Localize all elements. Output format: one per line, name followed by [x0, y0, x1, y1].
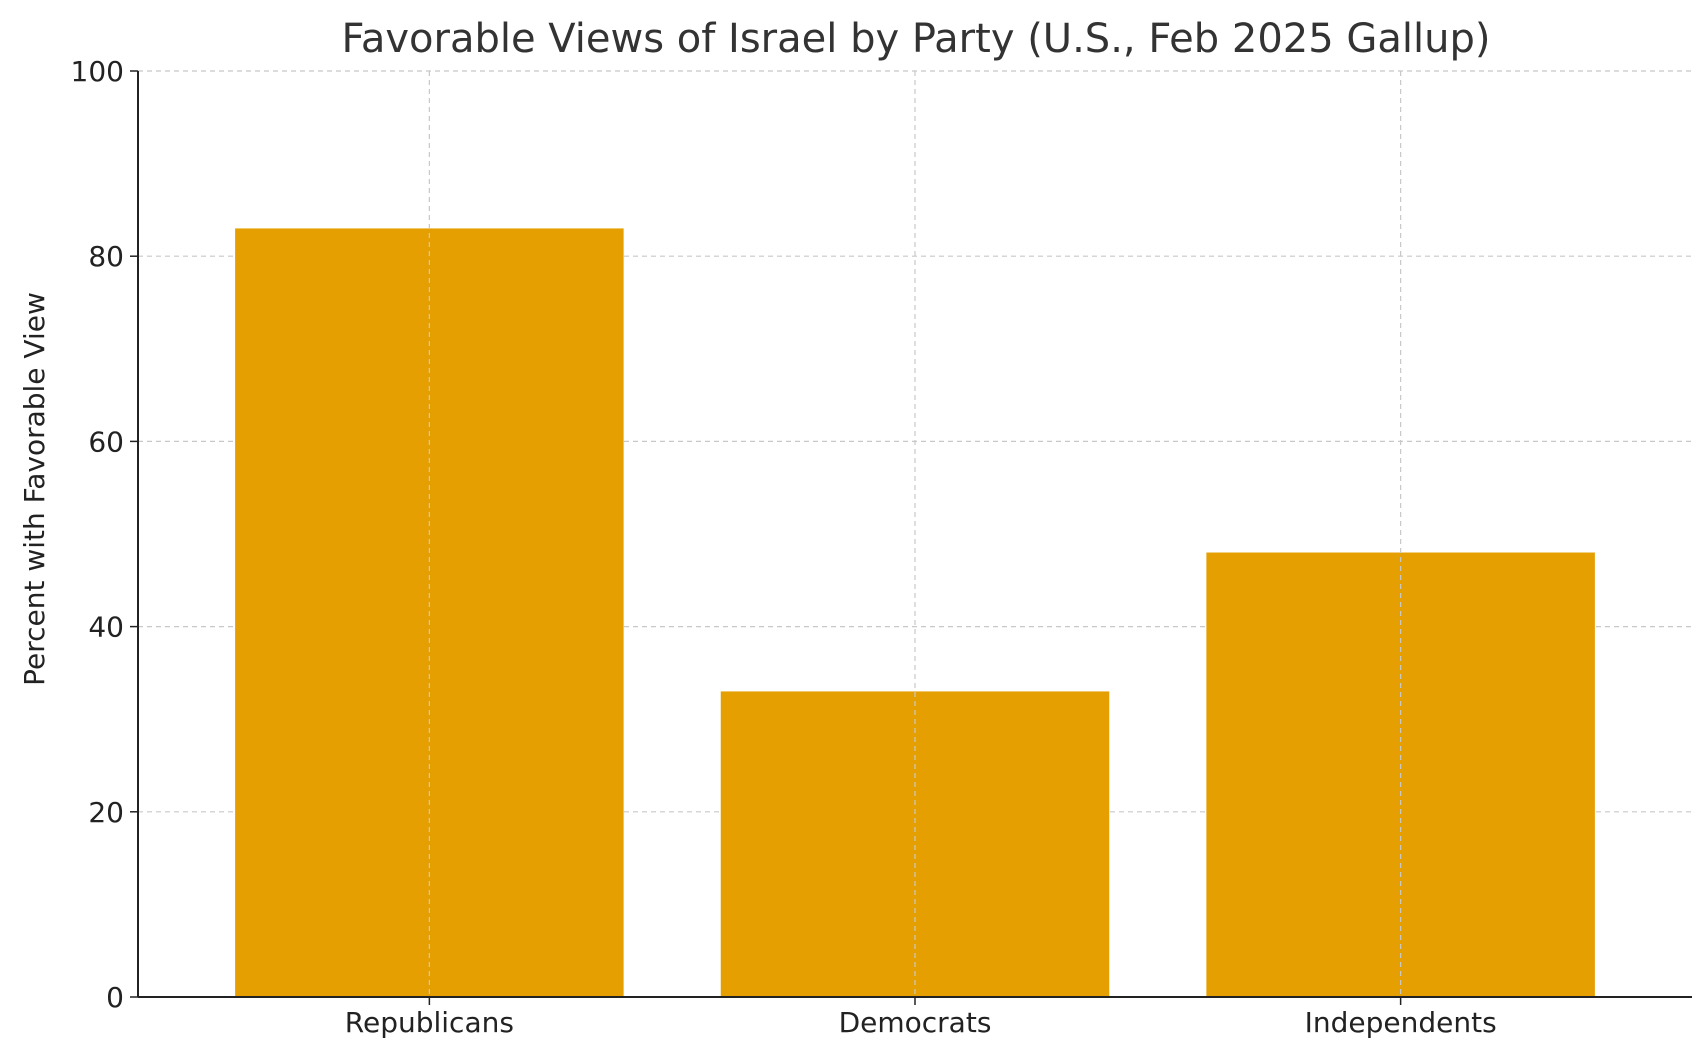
y-tick-label: 60 [88, 425, 124, 458]
chart-title: Favorable Views of Israel by Party (U.S.… [342, 16, 1491, 62]
y-tick-label: 80 [88, 240, 124, 273]
x-tick-label: Democrats [839, 1006, 992, 1039]
x-tick-label: Independents [1305, 1006, 1497, 1039]
x-tick-label: Republicans [345, 1006, 514, 1039]
tick-labels: 0 20 40 60 80 100 Republicans Democrats Independ… [71, 55, 1497, 1039]
y-axis-label: Percent with Favorable View [18, 292, 51, 686]
y-tick-label: 20 [88, 796, 124, 829]
y-tick-label: 40 [88, 611, 124, 644]
axes [130, 70, 1692, 1005]
y-tick-label: 100 [71, 55, 124, 88]
y-tick-label: 0 [106, 981, 124, 1014]
